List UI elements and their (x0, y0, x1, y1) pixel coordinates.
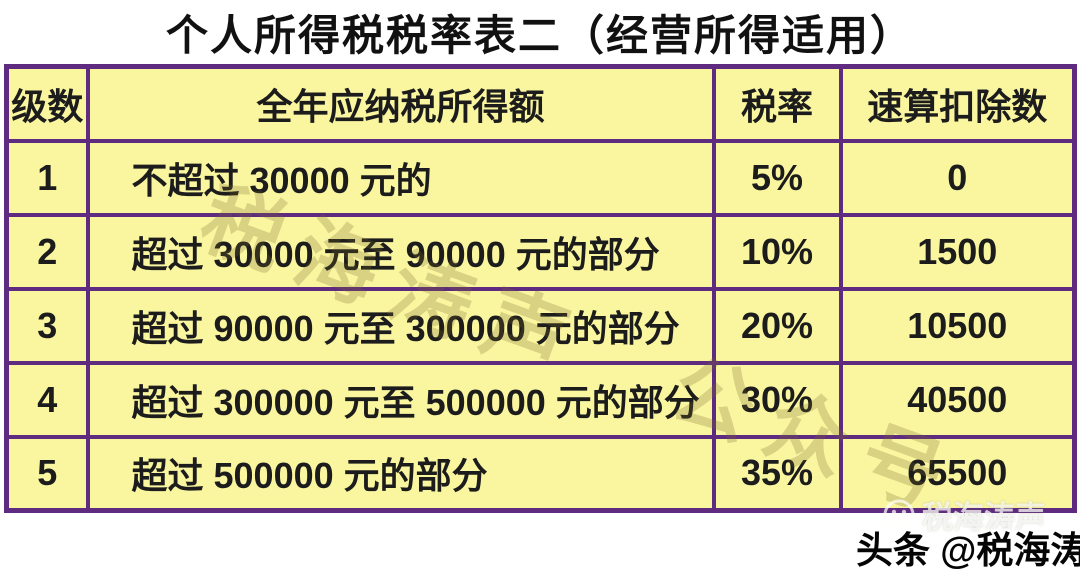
cell-rate: 10% (711, 212, 843, 291)
cell-income: 不超过 30000 元的 (85, 138, 716, 217)
header-cell-rate: 税率 (711, 64, 843, 143)
cell-level: 1 (4, 138, 90, 217)
cell-level: 2 (4, 212, 90, 291)
tax-rate-table: 级数 全年应纳税所得额 税率 速算扣除数 1 不超过 30000 元的 5% 0… (4, 64, 1077, 513)
table-row: 1 不超过 30000 元的 5% 0 (4, 138, 1077, 217)
header-cell-income: 全年应纳税所得额 (85, 64, 716, 143)
table-row: 3 超过 90000 元至 300000 元的部分 20% 10500 (4, 286, 1077, 365)
table-row: 5 超过 500000 元的部分 35% 65500 (4, 434, 1077, 513)
credit-text: 头条 @税海涛声 (856, 530, 1080, 571)
cell-level: 3 (4, 286, 90, 365)
cell-income: 超过 300000 元至 500000 元的部分 (85, 360, 716, 439)
cell-level: 4 (4, 360, 90, 439)
cell-rate: 30% (711, 360, 843, 439)
cell-rate: 20% (711, 286, 843, 365)
cell-rate: 5% (711, 138, 843, 217)
header-cell-level: 级数 (4, 64, 90, 143)
cell-deduction: 1500 (838, 212, 1077, 291)
footer-watermark: 税海涛声 (882, 492, 1046, 537)
cell-rate: 35% (711, 434, 843, 513)
cell-deduction: 0 (838, 138, 1077, 217)
header-cell-deduction: 速算扣除数 (838, 64, 1077, 143)
table-header-row: 级数 全年应纳税所得额 税率 速算扣除数 (4, 64, 1077, 143)
cell-level: 5 (4, 434, 90, 513)
cell-deduction: 40500 (838, 360, 1077, 439)
smiley-face-icon (882, 498, 916, 532)
page-title: 个人所得税税率表二（经营所得适用） (165, 12, 914, 59)
cell-income: 超过 90000 元至 300000 元的部分 (85, 286, 716, 365)
table-row: 4 超过 300000 元至 500000 元的部分 30% 40500 (4, 360, 1077, 439)
cell-income: 超过 500000 元的部分 (85, 434, 716, 513)
table-row: 2 超过 30000 元至 90000 元的部分 10% 1500 (4, 212, 1077, 291)
cell-income: 超过 30000 元至 90000 元的部分 (85, 212, 716, 291)
footer-watermark-text: 税海涛声 (922, 500, 1046, 535)
cell-deduction: 65500 (838, 434, 1077, 513)
cell-deduction: 10500 (838, 286, 1077, 365)
